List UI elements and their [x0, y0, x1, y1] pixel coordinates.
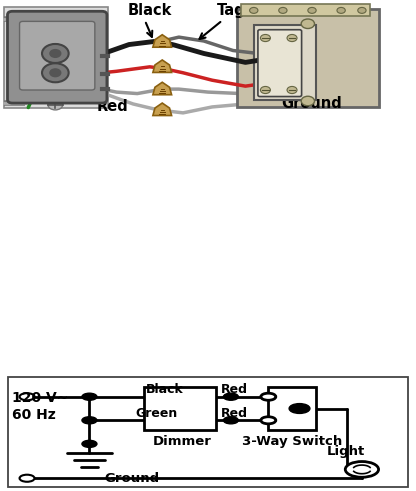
- FancyBboxPatch shape: [7, 11, 107, 103]
- Circle shape: [250, 7, 258, 13]
- Circle shape: [279, 7, 287, 13]
- Circle shape: [358, 7, 366, 13]
- FancyBboxPatch shape: [241, 4, 370, 16]
- Circle shape: [20, 393, 35, 400]
- Text: Green: Green: [135, 407, 178, 419]
- FancyBboxPatch shape: [20, 22, 95, 90]
- Circle shape: [261, 417, 276, 424]
- Text: Red: Red: [221, 407, 248, 419]
- Circle shape: [223, 393, 238, 400]
- Circle shape: [82, 440, 97, 447]
- Circle shape: [223, 417, 238, 424]
- Text: Green: Green: [15, 86, 64, 101]
- FancyBboxPatch shape: [4, 7, 108, 109]
- Circle shape: [289, 404, 310, 413]
- FancyBboxPatch shape: [258, 30, 302, 97]
- Circle shape: [260, 34, 270, 42]
- Bar: [8, 377, 408, 487]
- Circle shape: [260, 86, 270, 94]
- Circle shape: [48, 99, 63, 110]
- FancyBboxPatch shape: [254, 25, 316, 100]
- Bar: [144, 387, 216, 430]
- Text: Tag: Tag: [217, 3, 245, 18]
- Text: 3-Way Switch: 3-Way Switch: [242, 435, 342, 448]
- Circle shape: [82, 393, 97, 400]
- Circle shape: [287, 86, 297, 94]
- Polygon shape: [153, 35, 172, 47]
- Polygon shape: [153, 60, 172, 73]
- Circle shape: [301, 19, 314, 28]
- Circle shape: [20, 475, 35, 482]
- Circle shape: [50, 50, 61, 57]
- Text: 120 V~
60 Hz: 120 V~ 60 Hz: [12, 391, 69, 422]
- Polygon shape: [153, 82, 172, 95]
- Bar: [268, 387, 316, 430]
- Text: Black: Black: [128, 3, 172, 18]
- Text: Red: Red: [221, 383, 248, 396]
- Circle shape: [287, 34, 297, 42]
- Circle shape: [345, 462, 379, 477]
- Polygon shape: [153, 103, 172, 115]
- Circle shape: [42, 63, 69, 82]
- Text: Light: Light: [327, 445, 365, 458]
- Text: Ground: Ground: [104, 472, 159, 485]
- Text: Dimmer: Dimmer: [153, 435, 211, 448]
- Circle shape: [82, 417, 97, 424]
- Circle shape: [337, 7, 345, 13]
- Circle shape: [48, 14, 63, 25]
- FancyBboxPatch shape: [237, 9, 379, 107]
- Circle shape: [42, 44, 69, 63]
- Circle shape: [308, 7, 316, 13]
- Circle shape: [261, 393, 276, 400]
- Text: Red: Red: [97, 99, 128, 114]
- Text: Ground: Ground: [282, 96, 342, 111]
- Text: Black: Black: [146, 383, 184, 396]
- Circle shape: [301, 96, 314, 106]
- Circle shape: [50, 69, 61, 77]
